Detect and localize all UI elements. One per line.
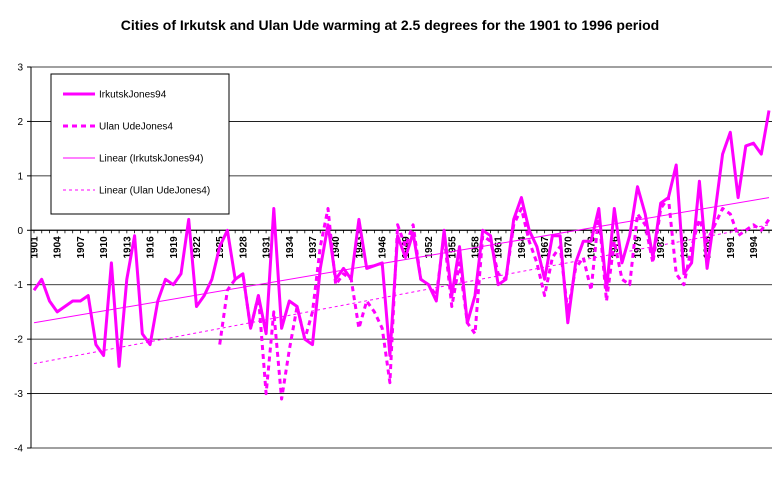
x-tick-label: 1970	[563, 236, 574, 259]
x-tick-label: 1940	[331, 236, 342, 259]
chart-title: Cities of Irkutsk and Ulan Ude warming a…	[120, 17, 660, 33]
x-tick-label: 1901	[30, 236, 41, 259]
x-tick-label: 1949	[401, 236, 412, 259]
y-tick-label: -2	[14, 335, 23, 346]
x-tick-label: 1952	[424, 236, 435, 259]
x-tick-label: 1994	[749, 236, 760, 259]
y-tick-label: -1	[14, 280, 23, 291]
y-tick-label: 3	[17, 63, 23, 74]
series-line-4	[33, 224, 770, 365]
series-line-1	[32, 110, 771, 368]
x-tick-label: 1928	[238, 236, 249, 259]
x-tick-label: 1937	[308, 236, 319, 259]
x-tick-label: 1964	[517, 236, 528, 259]
x-tick-label: 1904	[53, 236, 64, 259]
x-tick-label: 1988	[703, 236, 714, 259]
x-tick-label: 1916	[146, 236, 157, 259]
x-tick-label: 1922	[192, 236, 203, 259]
legend-label-2: Ulan UdeJones4	[99, 122, 173, 133]
y-tick-label: -4	[14, 444, 23, 455]
x-tick-label: 1967	[540, 236, 551, 259]
y-tick-label: 1	[17, 171, 23, 182]
y-tick-label: 0	[17, 226, 23, 237]
x-tick-label: 1985	[679, 236, 690, 259]
gridlines	[31, 66, 772, 449]
legend: IrkutskJones94 Ulan UdeJones4 Linear (Irku…	[50, 73, 230, 215]
series-lines	[32, 110, 771, 401]
legend-label-3: Linear (IrkutskJones94)	[99, 154, 204, 165]
series-line-2	[218, 196, 771, 401]
x-tick-label: 1910	[99, 236, 110, 259]
x-tick-label: 1919	[169, 236, 180, 259]
x-tick-label: 1934	[285, 236, 296, 259]
x-tick-label: 1931	[262, 236, 273, 259]
legend-label-1: IrkutskJones94	[99, 90, 167, 101]
y-tick-labels: 3 2 1 0 -1 -2 -3 -4	[14, 63, 23, 455]
x-tick-label: 1946	[378, 236, 389, 259]
series-line-3	[33, 197, 770, 324]
x-tick-label: 1982	[656, 236, 667, 259]
x-tick-label: 1973	[587, 236, 598, 259]
legend-label-4: Linear (Ulan UdeJones4)	[99, 186, 210, 197]
x-tick-label: 1913	[122, 236, 133, 259]
x-tick-label: 1961	[494, 236, 505, 259]
x-tick-label: 1943	[354, 236, 365, 259]
y-tick-label: -3	[14, 389, 23, 400]
x-tick-label: 1991	[726, 236, 737, 259]
y-tick-label: 2	[17, 117, 23, 128]
x-tick-label: 1907	[76, 236, 87, 259]
legend-box	[50, 73, 230, 215]
x-tick-label: 1955	[447, 236, 458, 259]
x-tick-label: 1979	[633, 236, 644, 259]
